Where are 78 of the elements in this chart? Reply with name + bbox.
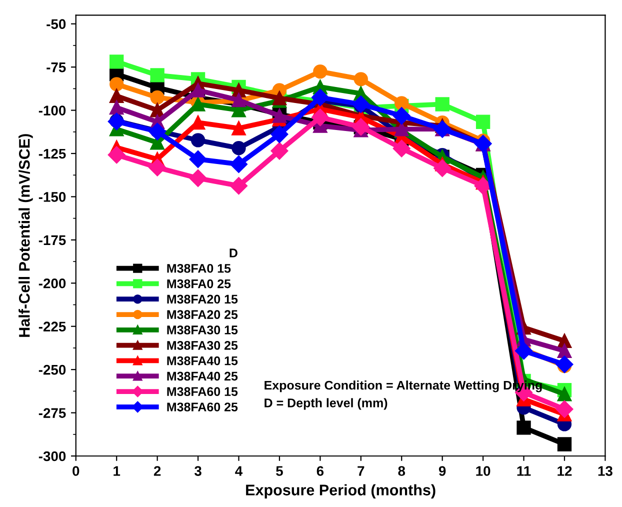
point <box>557 437 572 452</box>
x-tick-label: 0 <box>72 466 80 476</box>
point <box>232 141 246 156</box>
y-tick-label: -100 <box>38 106 66 116</box>
point <box>110 100 124 115</box>
point <box>108 112 126 130</box>
point <box>556 356 574 374</box>
x-tick-label: 7 <box>358 466 364 476</box>
x-tick-label: 6 <box>316 466 324 476</box>
y-tick-label: -225 <box>38 322 66 332</box>
x-tick-label: 11 <box>517 466 531 476</box>
point <box>434 159 452 177</box>
point <box>108 146 126 164</box>
point <box>435 97 450 112</box>
legend-label: M38FA0 25 <box>167 279 231 288</box>
legend-label: M38FA60 15 <box>167 387 238 396</box>
point <box>232 121 246 136</box>
point <box>311 108 329 126</box>
legend-label: M38FA30 25 <box>167 340 238 350</box>
point <box>515 342 532 360</box>
point <box>150 90 164 105</box>
point <box>394 96 409 110</box>
point <box>557 387 572 402</box>
x-tick-label: 4 <box>235 466 243 476</box>
annotation: D = Depth level (mm) <box>264 398 388 410</box>
point <box>392 107 410 125</box>
x-tick-label: 13 <box>598 466 612 476</box>
point <box>311 88 329 106</box>
x-tick-label: 3 <box>194 466 202 476</box>
legend-label: M38FA20 15 <box>167 294 238 304</box>
point <box>476 114 490 129</box>
x-axis-title: Exposure Period (months) <box>246 484 436 498</box>
point <box>270 126 288 143</box>
x-tick-label: 9 <box>438 466 446 476</box>
y-tick-label: -250 <box>38 364 66 375</box>
legend-label: M38FA0 15 <box>167 264 231 273</box>
point <box>189 150 207 168</box>
point <box>230 177 248 195</box>
point <box>557 344 572 358</box>
point <box>352 96 370 113</box>
x-tick-label: 8 <box>398 466 406 476</box>
y-tick-label: -300 <box>38 451 66 462</box>
y-tick-label: -150 <box>38 192 66 202</box>
point <box>272 91 287 106</box>
point <box>354 72 368 86</box>
point <box>190 83 206 98</box>
legend-label: M38FA30 15 <box>167 326 238 334</box>
x-tick-label: 1 <box>114 466 120 476</box>
point <box>110 54 124 69</box>
point <box>110 88 124 104</box>
legend-label: M38FA40 25 <box>167 372 238 381</box>
y-tick-label: -50 <box>46 19 66 30</box>
legend-label: M38FA20 25 <box>167 310 238 320</box>
point <box>556 400 574 418</box>
y-axis-title: Half-Cell Potential (mV/SCE) <box>18 134 33 337</box>
point <box>230 156 248 173</box>
x-tick-label: 10 <box>476 466 490 476</box>
y-tick-label: -175 <box>38 235 66 246</box>
legend-label: M38FA60 25 <box>167 402 238 412</box>
point <box>189 170 207 187</box>
point <box>313 64 328 79</box>
y-tick-label: -275 <box>38 408 66 418</box>
point <box>190 133 206 148</box>
point <box>110 77 124 92</box>
legend-label: M38FA40 15 <box>167 356 238 366</box>
x-tick-label: 12 <box>558 466 572 476</box>
y-tick-label: -75 <box>46 62 66 72</box>
point <box>516 420 531 435</box>
point <box>148 122 166 140</box>
point <box>150 68 164 82</box>
point <box>148 158 166 176</box>
x-tick-label: 2 <box>154 466 161 476</box>
legend-title: D <box>230 248 238 258</box>
point <box>270 142 288 160</box>
point <box>392 140 410 158</box>
y-tick-label: -125 <box>38 148 66 159</box>
y-tick-label: -200 <box>38 278 66 288</box>
x-tick-label: 5 <box>276 466 283 476</box>
